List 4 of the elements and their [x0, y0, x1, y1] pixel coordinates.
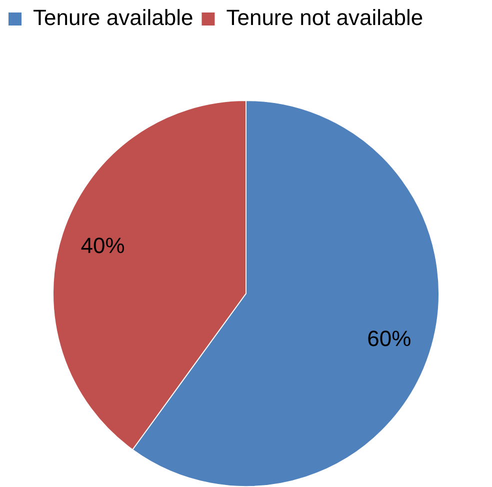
data-label: 60%: [367, 326, 412, 352]
data-label: 40%: [80, 233, 125, 258]
legend-label: Tenure not available: [226, 5, 424, 30]
legend-label: Tenure available: [33, 5, 194, 30]
